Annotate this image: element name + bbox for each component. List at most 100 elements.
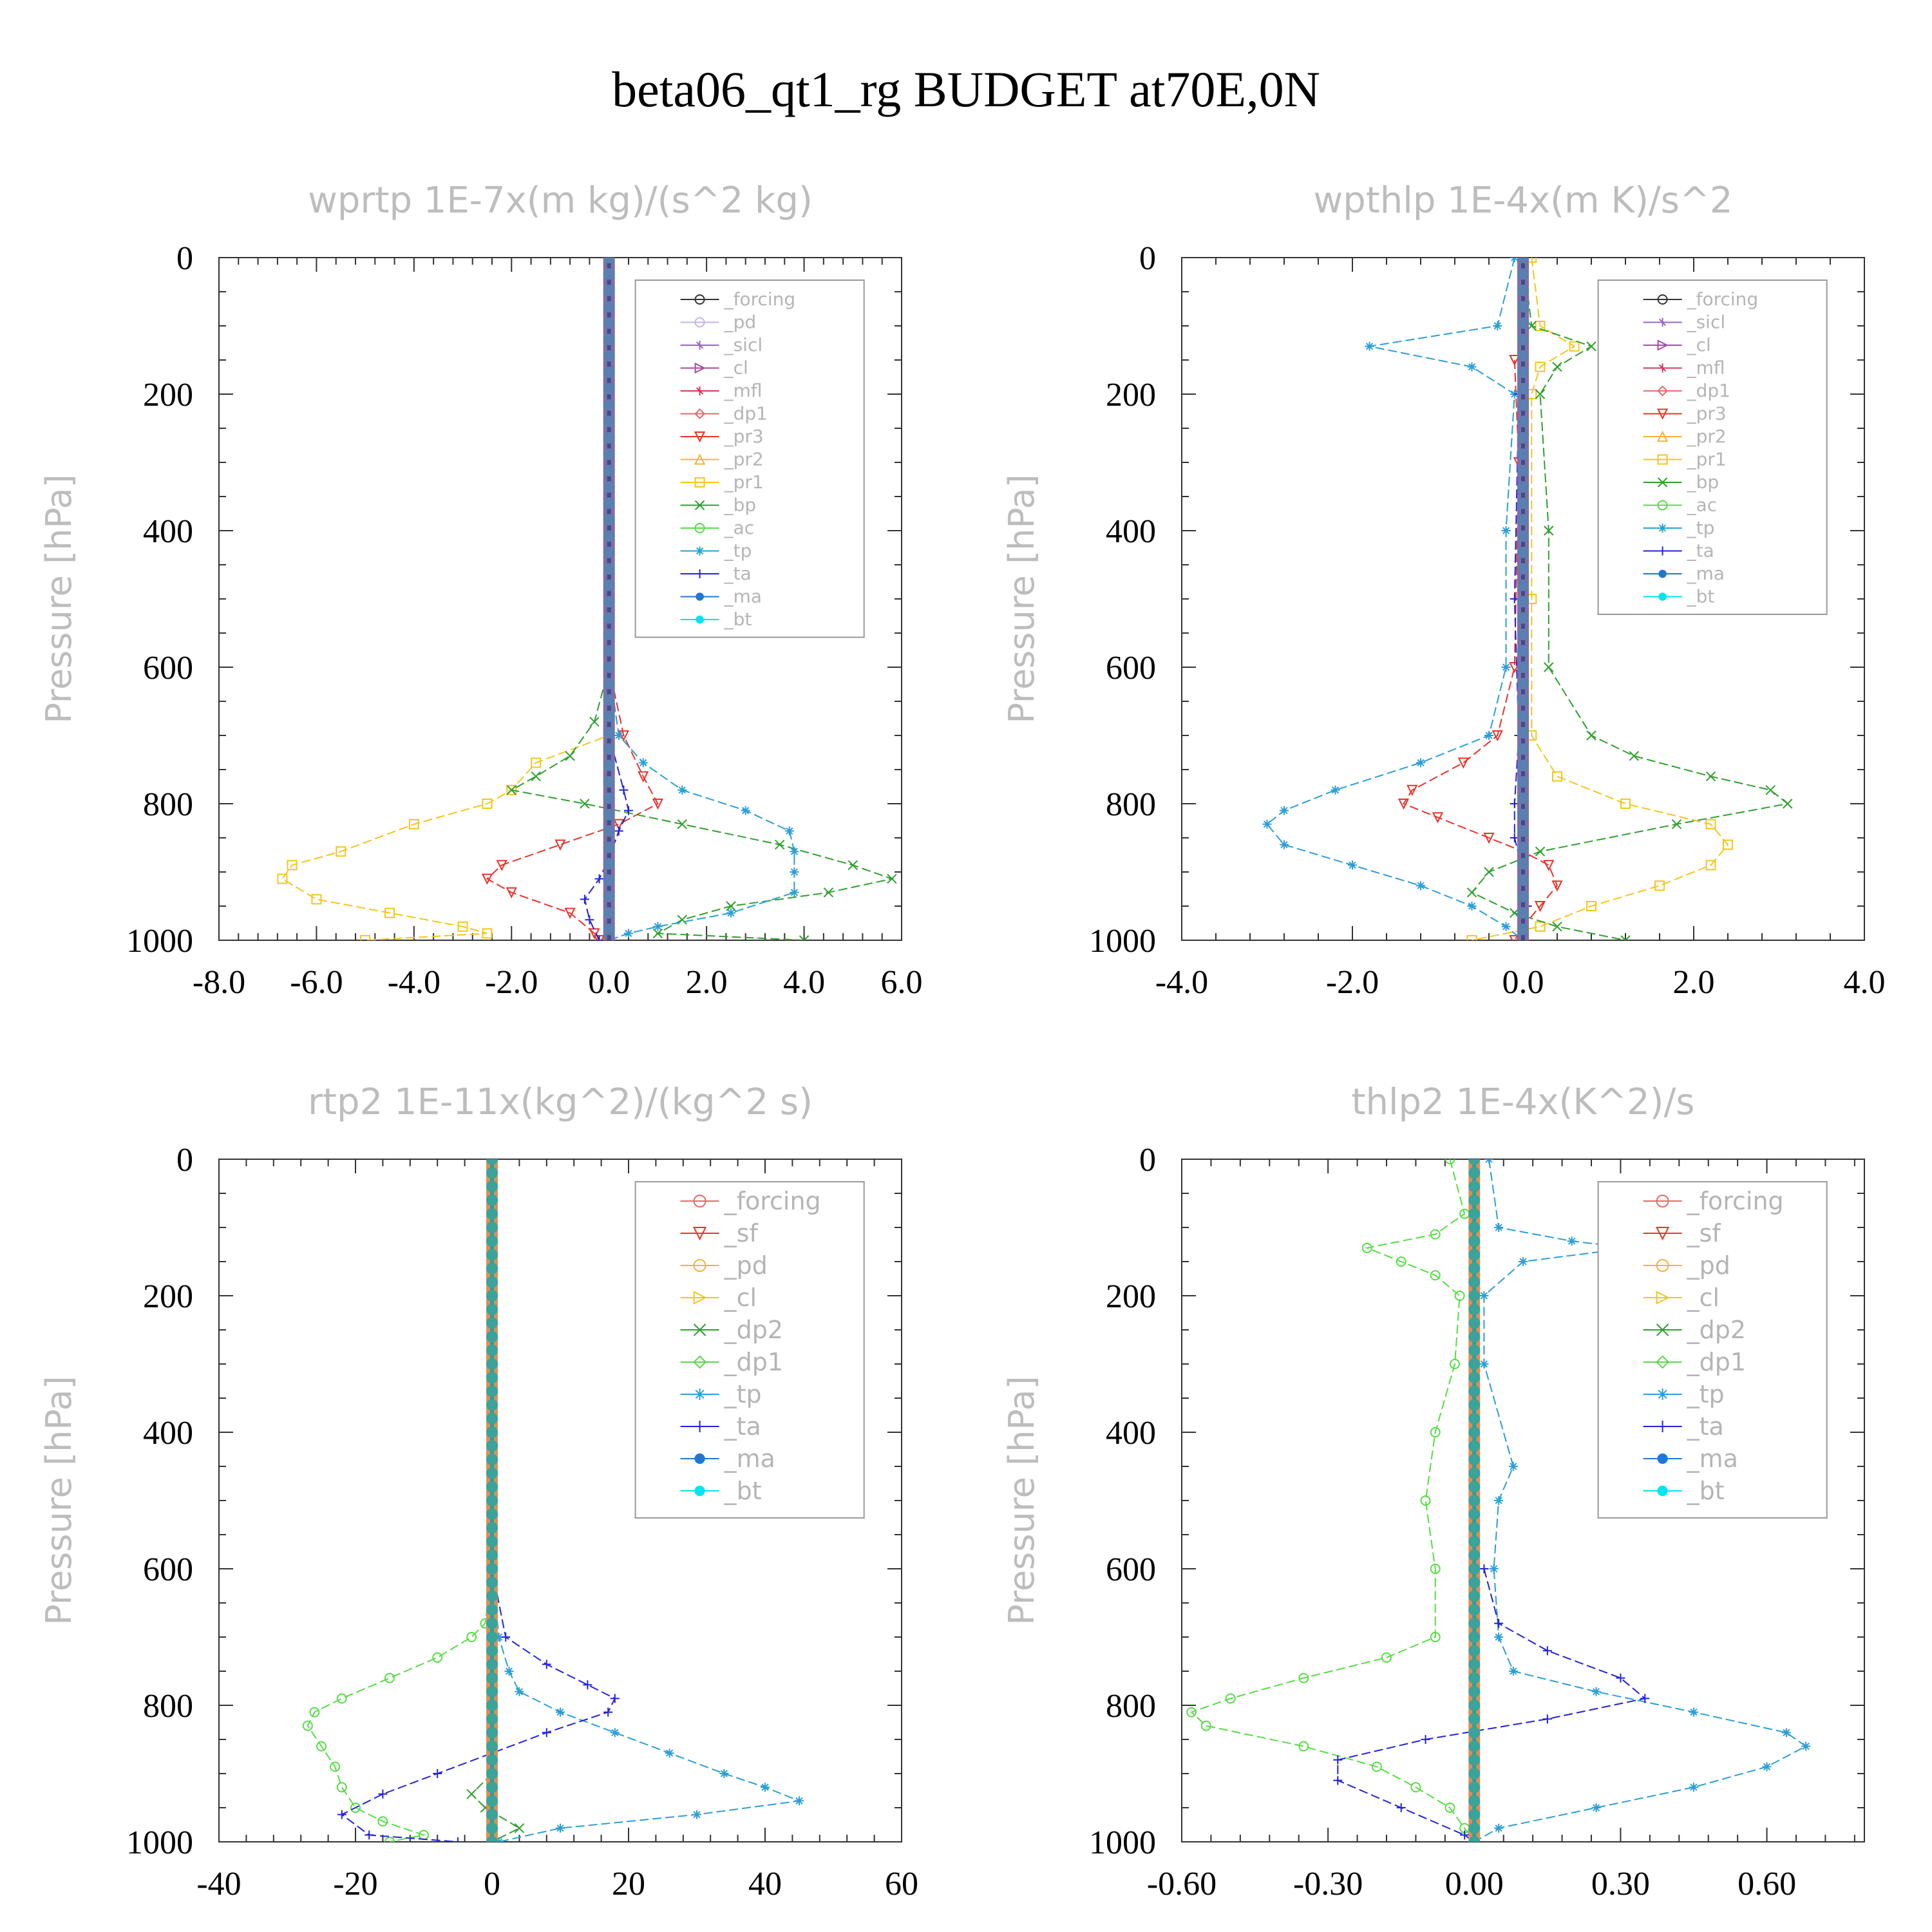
series-point-bt xyxy=(603,350,615,362)
legend-label-pr1: _pr1 xyxy=(724,471,764,493)
x-tick-label: 0.00 xyxy=(1445,1866,1504,1902)
legend-marker-bp xyxy=(1657,477,1668,488)
series-point-ta xyxy=(614,826,623,836)
series-point-bt xyxy=(1468,1563,1481,1575)
series-point-bt xyxy=(1468,1577,1481,1589)
series-point-bt xyxy=(603,891,615,903)
series-point-bt xyxy=(1468,1167,1481,1179)
series-point-bt xyxy=(1517,514,1529,526)
series-point-bt xyxy=(603,431,615,444)
y-tick-label: 800 xyxy=(143,1688,193,1725)
series-line-dp1 xyxy=(1190,1159,1475,1842)
series-point-bt xyxy=(603,776,615,788)
series-point-pr3 xyxy=(1397,799,1410,810)
series-point-ta xyxy=(542,1728,551,1738)
series-point-bt xyxy=(1517,808,1529,820)
legend-marker-dp1 xyxy=(1657,385,1669,397)
legend-marker-tp xyxy=(694,1388,706,1400)
series-point-tp xyxy=(653,922,663,931)
x-tick-label: 0.0 xyxy=(588,964,630,1001)
series-point-bt xyxy=(1468,1194,1481,1206)
series-point-ta xyxy=(585,915,594,925)
legend-marker-bt xyxy=(1657,1485,1668,1497)
series-point-bt xyxy=(1517,317,1529,329)
series-point-dp1 xyxy=(336,1782,347,1793)
series-point-pr1 xyxy=(506,784,517,795)
series-point-dp1 xyxy=(302,1720,313,1731)
legend-label-bp: _bp xyxy=(724,495,757,516)
legend-marker-forcing xyxy=(1656,1195,1669,1208)
series-point-bt xyxy=(1468,1700,1481,1711)
series-point-bt xyxy=(486,1685,498,1698)
series-point-pr3 xyxy=(1432,812,1444,824)
series-line-tp xyxy=(608,394,795,940)
legend-marker-tp xyxy=(695,546,705,556)
series-point-bt xyxy=(486,1317,498,1329)
series-point-bt xyxy=(603,530,615,542)
series-point-bt xyxy=(1468,1508,1481,1520)
series-point-pr1 xyxy=(1569,341,1580,352)
series-point-ta xyxy=(1479,1564,1489,1573)
series-point-pr1 xyxy=(311,894,322,905)
series-point-pr3 xyxy=(554,839,566,851)
series-point-bt xyxy=(1517,563,1529,575)
series-point-bt xyxy=(1468,1604,1481,1616)
series-point-bt xyxy=(1468,1645,1481,1657)
series-point-bp xyxy=(1552,922,1562,932)
series-point-bt xyxy=(486,1222,498,1233)
legend-marker-pd xyxy=(694,317,705,328)
series-point-tp xyxy=(1519,1257,1528,1266)
series-point-bt xyxy=(603,759,615,772)
series-point-bp xyxy=(1544,526,1554,536)
series-point-tp xyxy=(665,1748,674,1758)
series-point-pr1 xyxy=(336,846,346,857)
series-point-bp xyxy=(1783,799,1793,809)
series-point-dp1 xyxy=(1298,1672,1309,1683)
series-point-bt xyxy=(603,415,615,428)
series-point-tp xyxy=(1484,1159,1493,1164)
series-point-pr3 xyxy=(1534,901,1546,913)
series-point-bt xyxy=(1517,891,1529,903)
legend-marker-tp xyxy=(1656,1388,1669,1400)
legend-marker-pr3 xyxy=(694,431,706,443)
series-point-bt xyxy=(603,858,615,870)
plot-area xyxy=(1186,1159,1811,1842)
series-point-bt xyxy=(1468,1317,1481,1329)
series-point-bt xyxy=(1517,464,1529,477)
series-point-dp1 xyxy=(1225,1693,1236,1704)
y-tick-label: 400 xyxy=(143,513,193,550)
series-point-tp xyxy=(1494,1496,1504,1505)
series-point-bt xyxy=(603,694,615,706)
legend-marker-mfl xyxy=(1658,363,1667,373)
legend-label-ma: _ma xyxy=(724,1444,775,1473)
series-point-bt xyxy=(486,1481,498,1493)
x-tick-label: 40 xyxy=(748,1866,782,1902)
x-tick-label: 0 xyxy=(484,1866,500,1902)
legend-marker-ma xyxy=(696,592,704,601)
series-line-pr1 xyxy=(281,394,610,940)
series-point-bt xyxy=(603,645,615,657)
series-point-bt xyxy=(603,907,615,919)
legend-label-bp: _bp xyxy=(1687,471,1719,493)
series-point-tp xyxy=(1348,860,1357,870)
series-point-bp xyxy=(565,751,575,761)
series-point-tp xyxy=(741,806,750,815)
x-tick-label: 2.0 xyxy=(686,964,728,1001)
series-point-tp xyxy=(1467,902,1477,911)
series-point-dp2 xyxy=(466,1789,477,1799)
series-point-tp xyxy=(1762,1762,1772,1772)
series-point-pr1 xyxy=(1535,921,1546,932)
x-tick-label: 60 xyxy=(885,1866,918,1902)
series-point-bp xyxy=(887,873,897,884)
x-tick-label: 4.0 xyxy=(1844,964,1886,1001)
x-tick-label: 0.60 xyxy=(1738,1866,1796,1902)
series-point-dp1 xyxy=(1200,1720,1211,1731)
x-tick-label: -8.0 xyxy=(193,964,245,1001)
series-point-bt xyxy=(486,1344,498,1356)
series-point-ta xyxy=(619,785,629,795)
legend-label-bt: _bt xyxy=(1687,1477,1725,1505)
series-point-bt xyxy=(486,1590,498,1602)
legend-marker-ma xyxy=(1658,569,1667,578)
legend-marker-pr1 xyxy=(1657,454,1668,465)
series-point-bt xyxy=(486,1426,498,1438)
